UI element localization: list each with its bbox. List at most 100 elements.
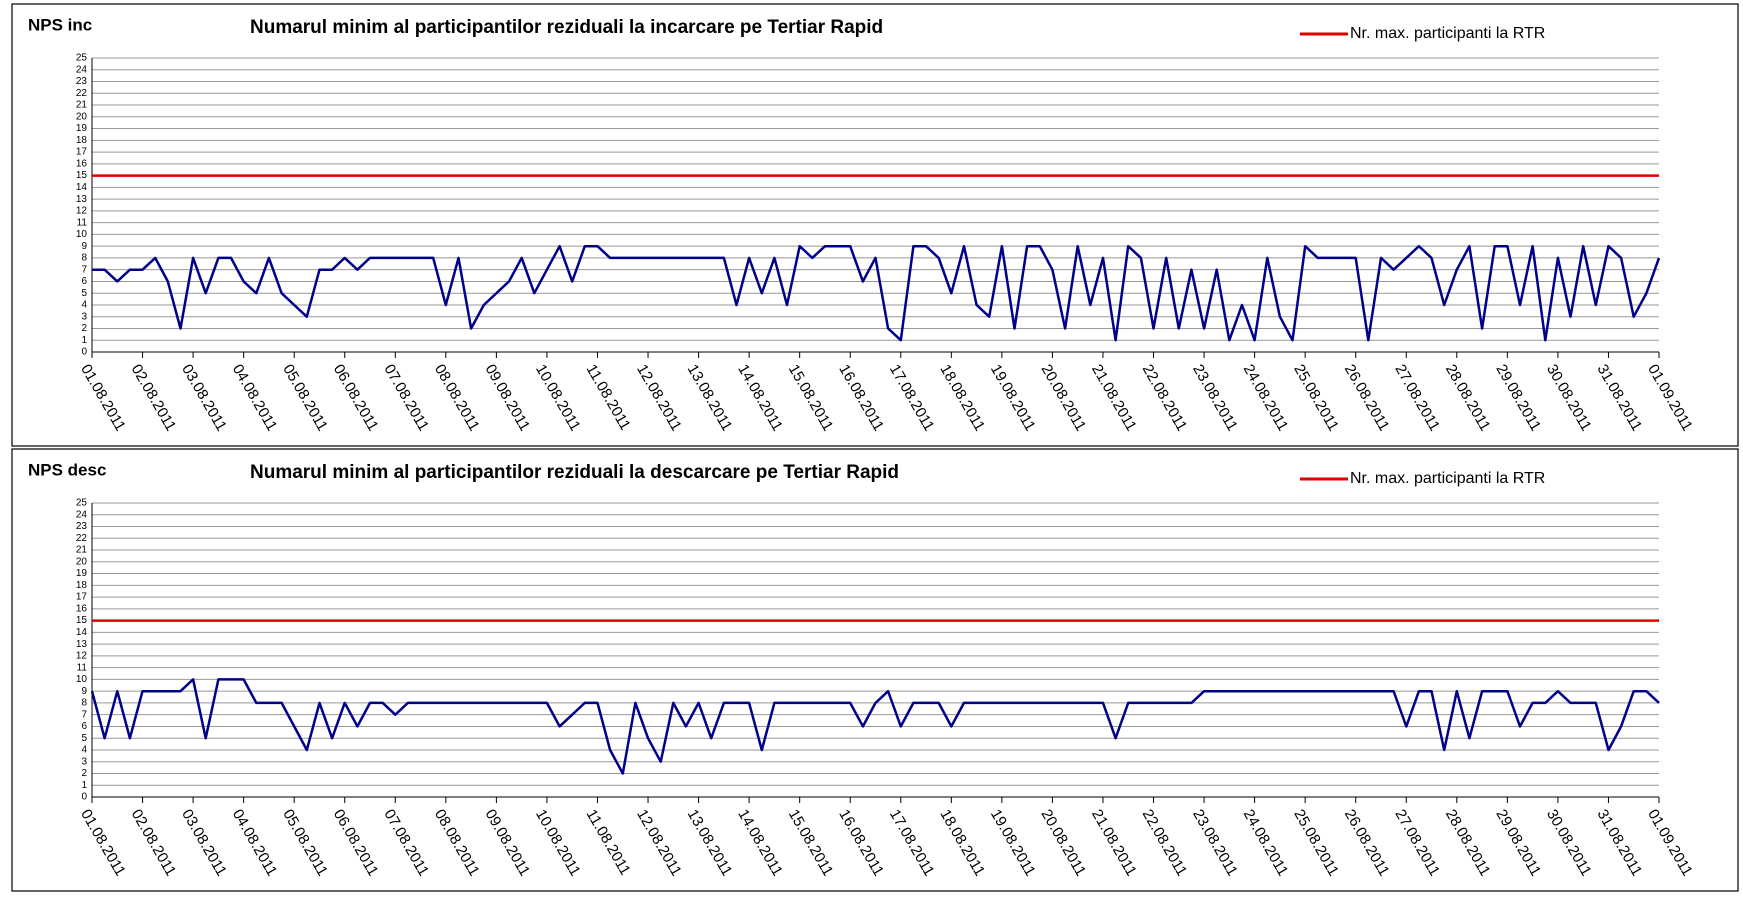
y-tick-label: 16 (76, 158, 88, 169)
y-tick-label: 21 (76, 545, 88, 556)
x-tick-label: 07.08.2011 (380, 806, 432, 879)
x-tick-label: 25.08.2011 (1290, 806, 1342, 879)
x-tick-label: 21.08.2011 (1088, 361, 1140, 434)
chart-label: NPS desc (28, 460, 106, 479)
y-tick-label: 19 (76, 568, 88, 579)
y-tick-label: 11 (77, 217, 88, 228)
y-tick-label: 7 (81, 264, 87, 275)
y-tick-label: 6 (81, 721, 87, 732)
y-tick-label: 7 (81, 709, 87, 720)
y-tick-label: 0 (81, 792, 87, 803)
x-tick-label: 24.08.2011 (1240, 361, 1292, 434)
y-tick-label: 25 (76, 498, 88, 509)
x-tick-label: 16.08.2011 (835, 361, 887, 434)
y-tick-label: 17 (76, 147, 88, 158)
x-tick-label: 22.08.2011 (1139, 806, 1191, 879)
y-tick-label: 10 (76, 674, 88, 685)
x-tick-label: 30.08.2011 (1543, 361, 1595, 434)
x-tick-label: 25.08.2011 (1290, 361, 1342, 434)
x-tick-label: 28.08.2011 (1442, 361, 1494, 434)
y-tick-label: 22 (76, 533, 88, 544)
x-tick-label: 05.08.2011 (279, 806, 331, 879)
x-tick-label: 04.08.2011 (229, 806, 281, 879)
y-tick-label: 22 (76, 88, 88, 99)
x-tick-label: 09.08.2011 (481, 361, 533, 434)
x-tick-label: 17.08.2011 (886, 361, 938, 434)
x-tick-label: 31.08.2011 (1594, 806, 1646, 879)
x-tick-label: 01.09.2011 (1644, 806, 1696, 879)
y-tick-label: 25 (76, 53, 88, 64)
y-tick-label: 12 (76, 206, 88, 217)
y-tick-label: 16 (76, 603, 88, 614)
x-tick-label: 01.09.2011 (1644, 361, 1696, 434)
x-tick-label: 18.08.2011 (936, 361, 988, 434)
x-tick-label: 26.08.2011 (1341, 806, 1393, 879)
x-tick-label: 10.08.2011 (532, 361, 584, 434)
y-tick-label: 4 (81, 300, 87, 311)
x-tick-label: 06.08.2011 (330, 361, 382, 434)
x-tick-label: 24.08.2011 (1240, 806, 1292, 879)
y-tick-label: 21 (76, 100, 88, 111)
x-tick-label: 31.08.2011 (1594, 361, 1646, 434)
y-tick-label: 3 (81, 756, 87, 767)
y-tick-label: 5 (81, 733, 87, 744)
x-tick-label: 01.08.2011 (77, 361, 129, 434)
x-tick-label: 30.08.2011 (1543, 806, 1595, 879)
y-tick-label: 18 (76, 135, 88, 146)
y-tick-label: 14 (76, 182, 88, 193)
x-tick-label: 07.08.2011 (380, 361, 432, 434)
y-tick-label: 1 (81, 335, 87, 346)
x-tick-label: 26.08.2011 (1341, 361, 1393, 434)
y-tick-label: 0 (81, 347, 87, 358)
x-tick-label: 10.08.2011 (532, 806, 584, 879)
x-tick-label: 05.08.2011 (279, 361, 331, 434)
x-tick-label: 22.08.2011 (1139, 361, 1191, 434)
data-line (92, 244, 1661, 342)
y-tick-label: 2 (81, 768, 87, 779)
x-tick-label: 08.08.2011 (431, 361, 483, 434)
y-tick-label: 15 (76, 615, 88, 626)
x-tick-label: 19.08.2011 (987, 806, 1039, 879)
y-tick-label: 9 (81, 686, 87, 697)
y-tick-label: 8 (81, 253, 87, 264)
x-tick-label: 15.08.2011 (785, 361, 837, 434)
y-tick-label: 11 (77, 662, 88, 673)
x-tick-label: 15.08.2011 (785, 806, 837, 879)
x-tick-label: 19.08.2011 (987, 361, 1039, 434)
chart-label: NPS inc (28, 15, 92, 34)
y-tick-label: 2 (81, 323, 87, 334)
x-tick-label: 20.08.2011 (1038, 361, 1090, 434)
x-tick-label: 28.08.2011 (1442, 806, 1494, 879)
x-tick-label: 11.08.2011 (583, 361, 634, 433)
y-tick-label: 24 (76, 64, 88, 75)
x-tick-label: 14.08.2011 (734, 361, 786, 434)
y-tick-label: 9 (81, 241, 87, 252)
y-tick-label: 5 (81, 288, 87, 299)
x-tick-label: 06.08.2011 (330, 806, 382, 879)
x-tick-label: 09.08.2011 (481, 806, 533, 879)
x-tick-label: 16.08.2011 (835, 806, 887, 879)
legend-label: Nr. max. participanti la RTR (1350, 25, 1545, 42)
x-tick-label: 12.08.2011 (633, 361, 685, 434)
x-tick-label: 23.08.2011 (1189, 361, 1241, 434)
x-tick-label: 03.08.2011 (178, 361, 230, 434)
x-tick-label: 04.08.2011 (229, 361, 281, 434)
y-tick-label: 8 (81, 698, 87, 709)
legend-label: Nr. max. participanti la RTR (1350, 470, 1545, 487)
y-tick-label: 10 (76, 229, 88, 240)
y-tick-label: 19 (76, 123, 88, 134)
data-line (90, 678, 1660, 775)
x-tick-label: 21.08.2011 (1088, 806, 1140, 879)
y-tick-label: 3 (81, 311, 87, 322)
x-tick-label: 01.08.2011 (77, 806, 129, 879)
y-tick-label: 17 (76, 592, 88, 603)
x-tick-label: 27.08.2011 (1391, 806, 1443, 879)
y-tick-label: 1 (81, 780, 87, 791)
y-tick-label: 20 (76, 556, 88, 567)
y-tick-label: 15 (76, 170, 88, 181)
x-tick-label: 20.08.2011 (1038, 806, 1090, 879)
y-tick-label: 14 (76, 627, 88, 638)
x-tick-label: 02.08.2011 (128, 361, 180, 434)
chart-frame (11, 448, 1739, 892)
